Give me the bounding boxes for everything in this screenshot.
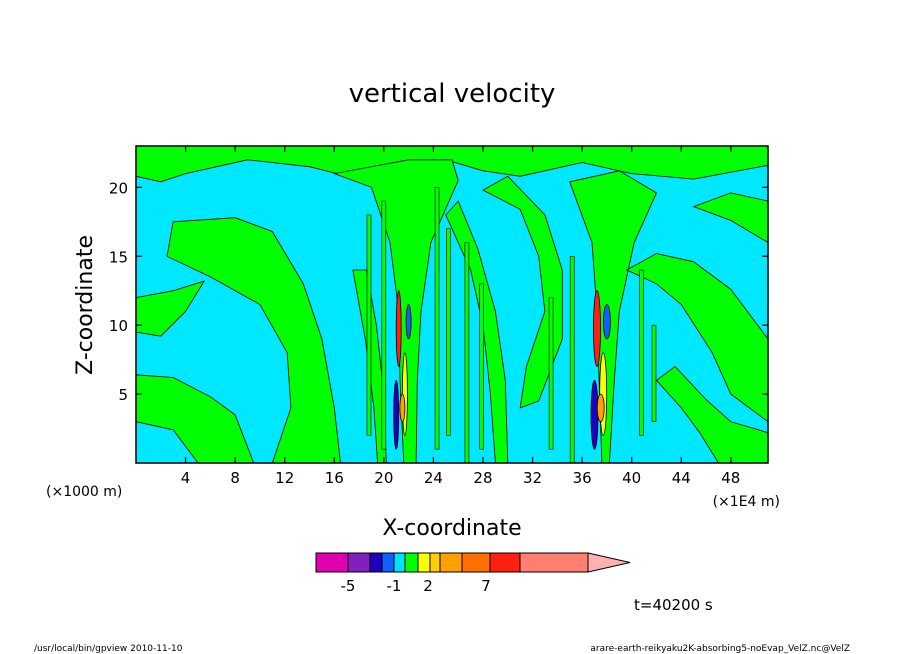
positive-velocity-region xyxy=(625,253,768,423)
positive-velocity-streak xyxy=(569,255,575,463)
colorbar-segment xyxy=(429,552,441,573)
positive-velocity-region xyxy=(655,365,768,463)
plot-frame xyxy=(135,145,769,464)
positive-velocity-region xyxy=(166,217,341,463)
x-tick-label: 20 xyxy=(374,469,393,487)
colorbar-segment xyxy=(417,552,431,573)
x-unit-label: (×1E4 m) xyxy=(713,494,780,510)
positive-velocity-streak xyxy=(445,228,451,436)
y-tick-label: 15 xyxy=(109,248,128,266)
positive-velocity-streak xyxy=(479,283,485,450)
positive-velocity-region xyxy=(136,280,206,337)
colorbar-segment xyxy=(347,552,371,573)
y-axis-label: Z-coordinate xyxy=(73,235,98,375)
chart-title: vertical velocity xyxy=(349,79,556,109)
y-tick-label: 5 xyxy=(118,386,128,404)
colorbar-extension-arrow xyxy=(587,552,631,573)
positive-velocity-region xyxy=(482,175,563,409)
footer-left: /usr/local/bin/gpview 2010-11-10 xyxy=(34,644,183,654)
updraft-core xyxy=(393,379,400,450)
x-axis-label: X-coordinate xyxy=(382,516,521,541)
colorbar-segment xyxy=(519,552,589,573)
y-axis-ticks: 5 10 15 20 xyxy=(109,179,768,404)
y-tick-label: 10 xyxy=(109,317,128,335)
x-tick-label: 32 xyxy=(523,469,542,487)
colorbar-segment xyxy=(404,552,419,573)
colorbar-tick-labels: -5 -1 2 7 xyxy=(341,577,491,595)
positive-velocity-streak xyxy=(381,200,387,450)
y-tick-label: 20 xyxy=(109,179,128,197)
colorbar-segment xyxy=(315,552,349,573)
updraft-core xyxy=(590,379,599,450)
positive-velocity-region xyxy=(136,374,255,463)
colorbar-tick-label: 7 xyxy=(481,577,491,595)
velocity-field xyxy=(136,146,768,463)
positive-velocity-streak xyxy=(548,297,554,450)
plot-background xyxy=(136,146,768,463)
positive-velocity-streak xyxy=(366,214,372,436)
x-tick-label: 40 xyxy=(622,469,641,487)
colorbar-segment xyxy=(439,552,463,573)
positive-velocity-region xyxy=(445,200,509,463)
time-label: t=40200 s xyxy=(634,596,713,614)
updraft-core xyxy=(596,393,605,423)
updraft-cores xyxy=(393,290,611,450)
x-tick-label: 4 xyxy=(181,469,191,487)
updraft-core xyxy=(593,290,601,367)
positive-velocity-streak xyxy=(464,242,470,463)
x-tick-label: 44 xyxy=(672,469,691,487)
x-tick-label: 16 xyxy=(325,469,344,487)
x-tick-label: 36 xyxy=(573,469,592,487)
colorbar-segment xyxy=(369,552,383,573)
colorbar-segment xyxy=(393,552,406,573)
positive-velocity-streak xyxy=(651,324,657,423)
positive-velocity-region xyxy=(332,159,459,463)
colorbar-segment xyxy=(461,552,491,573)
x-tick-label: 28 xyxy=(473,469,492,487)
x-axis-ticks: 4 8 12 16 20 24 28 32 36 40 44 48 xyxy=(181,146,740,487)
x-tick-label: 48 xyxy=(721,469,740,487)
colorbar-segment xyxy=(381,552,395,573)
updraft-core xyxy=(395,290,402,367)
colorbar xyxy=(315,552,631,573)
x-tick-label: 8 xyxy=(230,469,240,487)
updraft-core xyxy=(603,304,611,340)
colorbar-segment xyxy=(489,552,521,573)
colorbar-tick-label: -1 xyxy=(387,577,402,595)
plot-area xyxy=(136,146,768,463)
footer-right: arare-earth-reikyaku2K-absorbing5-noEvap… xyxy=(590,644,850,654)
positive-velocity-streak xyxy=(434,187,440,450)
positive-velocity-streak xyxy=(639,269,644,436)
x-tick-label: 24 xyxy=(424,469,443,487)
updraft-core xyxy=(399,393,406,423)
x-tick-label: 12 xyxy=(275,469,294,487)
colorbar-tick-label: -5 xyxy=(341,577,356,595)
positive-velocity-region xyxy=(692,192,768,243)
colorbar-tick-label: 2 xyxy=(423,577,433,595)
updraft-core xyxy=(405,304,412,340)
y-unit-label: (×1000 m) xyxy=(46,484,122,500)
